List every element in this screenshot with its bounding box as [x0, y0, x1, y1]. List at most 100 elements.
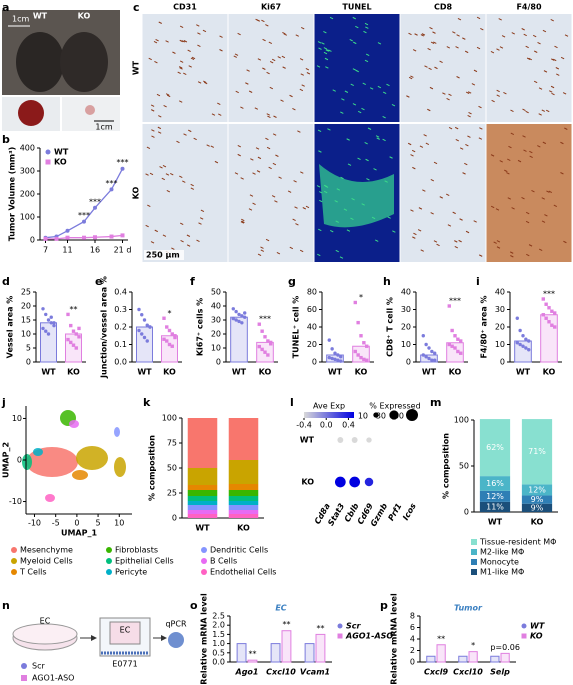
- stain: [300, 73, 304, 76]
- cluster: [114, 427, 120, 437]
- y-tick-label: 2.0: [212, 621, 225, 630]
- photo-label: KO: [78, 12, 91, 21]
- point: [459, 339, 463, 343]
- bar: [315, 633, 326, 663]
- point: [553, 311, 557, 315]
- stain: [408, 76, 413, 80]
- stain: [433, 41, 437, 44]
- stain: [269, 60, 274, 64]
- stain: [179, 25, 184, 28]
- stain: [550, 85, 555, 89]
- stain: [349, 39, 353, 42]
- stain: [541, 220, 546, 223]
- stain: [522, 108, 526, 112]
- stain: [289, 246, 294, 250]
- stain: [508, 145, 512, 149]
- stain: [266, 146, 271, 150]
- cluster: [76, 446, 108, 470]
- dish-label: EC: [40, 617, 51, 626]
- legend-label: Pericyte: [115, 568, 147, 577]
- stain: [548, 190, 553, 194]
- stain: [525, 220, 530, 224]
- legend-label: Myeloid Cells: [20, 557, 73, 566]
- stain: [523, 33, 527, 37]
- y-tick-label: 1.5: [212, 630, 225, 639]
- stain: [427, 48, 431, 51]
- point: [44, 329, 48, 333]
- stain: [365, 53, 370, 57]
- stain: [473, 69, 478, 73]
- row-label: KO: [301, 478, 314, 487]
- stain: [245, 82, 249, 85]
- stain: [252, 172, 256, 175]
- bar-segment: [228, 510, 259, 514]
- y-tick-label: 25: [21, 288, 31, 297]
- y-tick-label: 20: [21, 302, 31, 311]
- stain: [233, 55, 237, 58]
- stain: [476, 16, 481, 20]
- stain: [179, 60, 184, 63]
- y-tick-label: 50: [211, 288, 221, 297]
- point: [356, 320, 360, 325]
- stain: [465, 143, 469, 147]
- y-tick-label: 6: [410, 623, 415, 632]
- stain: [433, 161, 438, 165]
- bar-segment: [187, 485, 218, 490]
- stain: [268, 41, 273, 45]
- stain: [262, 67, 266, 70]
- point: [521, 623, 527, 629]
- y-tick-label: 40: [401, 288, 411, 297]
- stain: [272, 133, 277, 136]
- significance: ***: [117, 158, 129, 167]
- stain: [361, 107, 365, 111]
- stain: [265, 24, 269, 27]
- point: [109, 234, 114, 239]
- stain: [282, 66, 286, 69]
- stain: [417, 229, 422, 232]
- significance: p=0.06: [490, 643, 520, 652]
- stain: [355, 69, 359, 73]
- stain: [235, 90, 239, 94]
- stain: [442, 92, 446, 95]
- stain: [526, 57, 531, 60]
- stain: [182, 180, 186, 183]
- legend-marker: [21, 663, 27, 669]
- stain: [446, 46, 451, 49]
- point: [450, 344, 454, 348]
- point: [330, 347, 334, 351]
- stain: [496, 89, 500, 93]
- point: [544, 302, 548, 306]
- significance: *: [359, 293, 363, 302]
- legend-swatch: [11, 558, 17, 564]
- point: [148, 325, 152, 329]
- y-tick-label: 300: [20, 167, 35, 176]
- stain: [150, 104, 155, 107]
- stain: [538, 248, 543, 252]
- point: [450, 328, 454, 333]
- stain: [179, 67, 183, 70]
- micrograph: [142, 124, 228, 262]
- stain: [411, 149, 416, 153]
- y-tick-label: 100: [20, 213, 35, 222]
- stain: [237, 144, 242, 148]
- y-tick-label: 20: [401, 323, 411, 332]
- legend-swatch: [201, 558, 207, 564]
- stain: [504, 169, 508, 173]
- stain: [299, 88, 304, 92]
- point: [140, 313, 144, 317]
- panel-label: g: [288, 275, 296, 288]
- x-tick-label: WT: [137, 368, 152, 377]
- point: [263, 335, 267, 339]
- y-tick-label: 40: [495, 288, 505, 297]
- stain: [246, 69, 250, 72]
- x-tick-label: 7: [43, 246, 48, 255]
- stain: [439, 60, 443, 64]
- stain: [283, 33, 288, 36]
- x-tick-label: WT: [232, 368, 247, 377]
- stain: [357, 157, 361, 160]
- stain: [525, 45, 529, 49]
- stain: [553, 204, 558, 208]
- stain: [382, 138, 386, 142]
- significance: *: [168, 309, 172, 318]
- x-tick-label: WT: [195, 524, 210, 533]
